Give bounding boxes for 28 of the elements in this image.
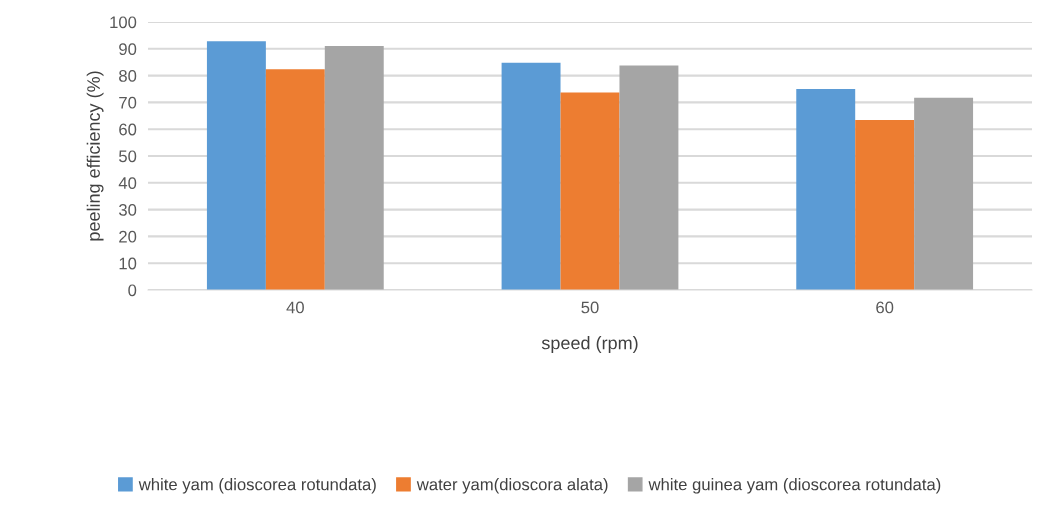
y-tick-label: 100: [110, 16, 137, 29]
bar: [914, 97, 974, 290]
bar: [855, 120, 915, 290]
legend-label: white yam (dioscorea rotundata): [138, 478, 376, 494]
legend-label: white guinea yam (dioscorea rotundata): [648, 478, 941, 494]
bar: [206, 41, 266, 290]
y-tick-label: 40: [118, 177, 137, 189]
y-tick-label: 80: [119, 70, 137, 82]
x-tick-label: 40: [286, 301, 304, 314]
bar: [796, 89, 856, 290]
y-tick-label: 60: [119, 123, 137, 136]
x-tick-label: 60: [876, 301, 894, 314]
y-tick-label: 10: [119, 257, 137, 270]
y-tick-label: 90: [119, 43, 137, 55]
y-tick-label: 0: [128, 284, 137, 297]
bar: [560, 92, 620, 290]
y-tick-label: 20: [119, 230, 137, 243]
bar: [619, 65, 679, 290]
y-tick-label: 50: [119, 150, 137, 163]
x-axis-title: speed (rpm): [541, 336, 638, 353]
bar: [265, 69, 325, 290]
y-axis-title: peeling efficiency (%): [86, 71, 104, 241]
y-tick-label: 30: [118, 204, 137, 216]
bar: [324, 46, 384, 290]
bar: [501, 62, 561, 290]
x-tick-label: 50: [581, 301, 599, 314]
legend-label: water yam(dioscora alata): [416, 478, 608, 494]
y-tick-label: 70: [119, 96, 137, 109]
